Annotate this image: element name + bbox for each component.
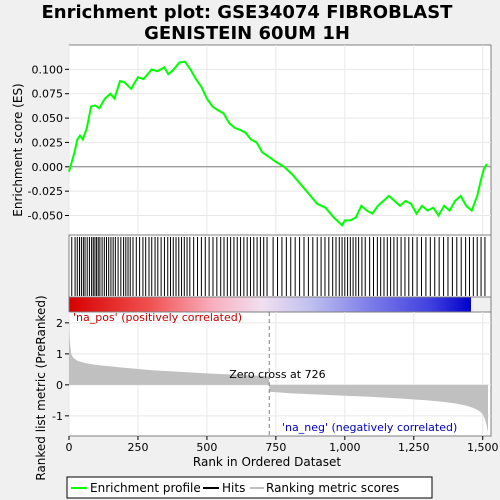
x-tick-label: 0	[66, 441, 73, 454]
es-plot-area	[68, 44, 492, 236]
chart-title-line2: GENISTEIN 60UM 1H	[144, 23, 350, 44]
legend-item-ranking: Ranking metric scores	[250, 481, 399, 495]
legend-item-enrichment: Enrichment profile	[71, 481, 201, 495]
es-y-tick-label: 0.075	[32, 88, 64, 101]
x-tick-label: 500	[196, 441, 217, 454]
hit-marks	[71, 237, 486, 296]
x-tick-label: 250	[127, 441, 148, 454]
x-tick-label: 1,500	[467, 441, 499, 454]
legend-item-hits: Hits	[203, 481, 245, 495]
es-y-tick-label: -0.050	[28, 210, 63, 223]
legend-label-enrichment: Enrichment profile	[90, 481, 201, 495]
es-y-tick-label: 0.050	[32, 112, 64, 125]
zero-cross-label: Zero cross at 726	[229, 368, 325, 381]
na-pos-label: 'na_pos' (positively correlated)	[73, 311, 242, 324]
x-tick-label: 1,250	[398, 441, 430, 454]
metric-y-tick-label: 2	[56, 317, 63, 330]
metric-y-tick-label: 0	[56, 379, 63, 392]
x-tick-label: 1,000	[329, 441, 361, 454]
enrichment-profile-line	[68, 60, 488, 227]
na-neg-label: 'na_neg' (negatively correlated)	[282, 421, 457, 434]
ranking-metric-area	[69, 316, 488, 433]
x-tick-label: 750	[265, 441, 286, 454]
chart-title-line1: Enrichment plot: GSE34074 FIBROBLAST	[42, 2, 454, 23]
legend-label-ranking: Ranking metric scores	[266, 481, 399, 495]
metric-gridlines	[68, 312, 491, 436]
es-y-tick-label: 0.100	[32, 63, 64, 76]
rank-color-bar	[69, 297, 471, 312]
metric-y-ticks: 2 1 0 -1	[52, 317, 69, 423]
metric-y-axis-label: Ranked list metric (PreRanked)	[34, 295, 48, 480]
metric-y-tick-label: 1	[56, 348, 63, 361]
metric-y-tick-label: -1	[52, 410, 63, 423]
metric-x-ticks: 0 250 500 750 1,000 1,250 1,500	[66, 436, 499, 454]
legend-label-hits: Hits	[222, 481, 245, 495]
es-y-ticks: 0.100 0.075 0.050 0.025 0.000 -0.025 -0.050	[28, 63, 69, 223]
hits-panel	[68, 234, 492, 298]
x-axis-label: Rank in Ordered Dataset	[193, 455, 341, 469]
legend-box	[66, 476, 433, 499]
es-y-axis-label: Enrichment score (ES)	[11, 83, 25, 216]
es-y-tick-label: 0.025	[32, 136, 64, 149]
es-y-tick-label: 0.000	[32, 161, 64, 174]
es-y-tick-label: -0.025	[28, 185, 63, 198]
